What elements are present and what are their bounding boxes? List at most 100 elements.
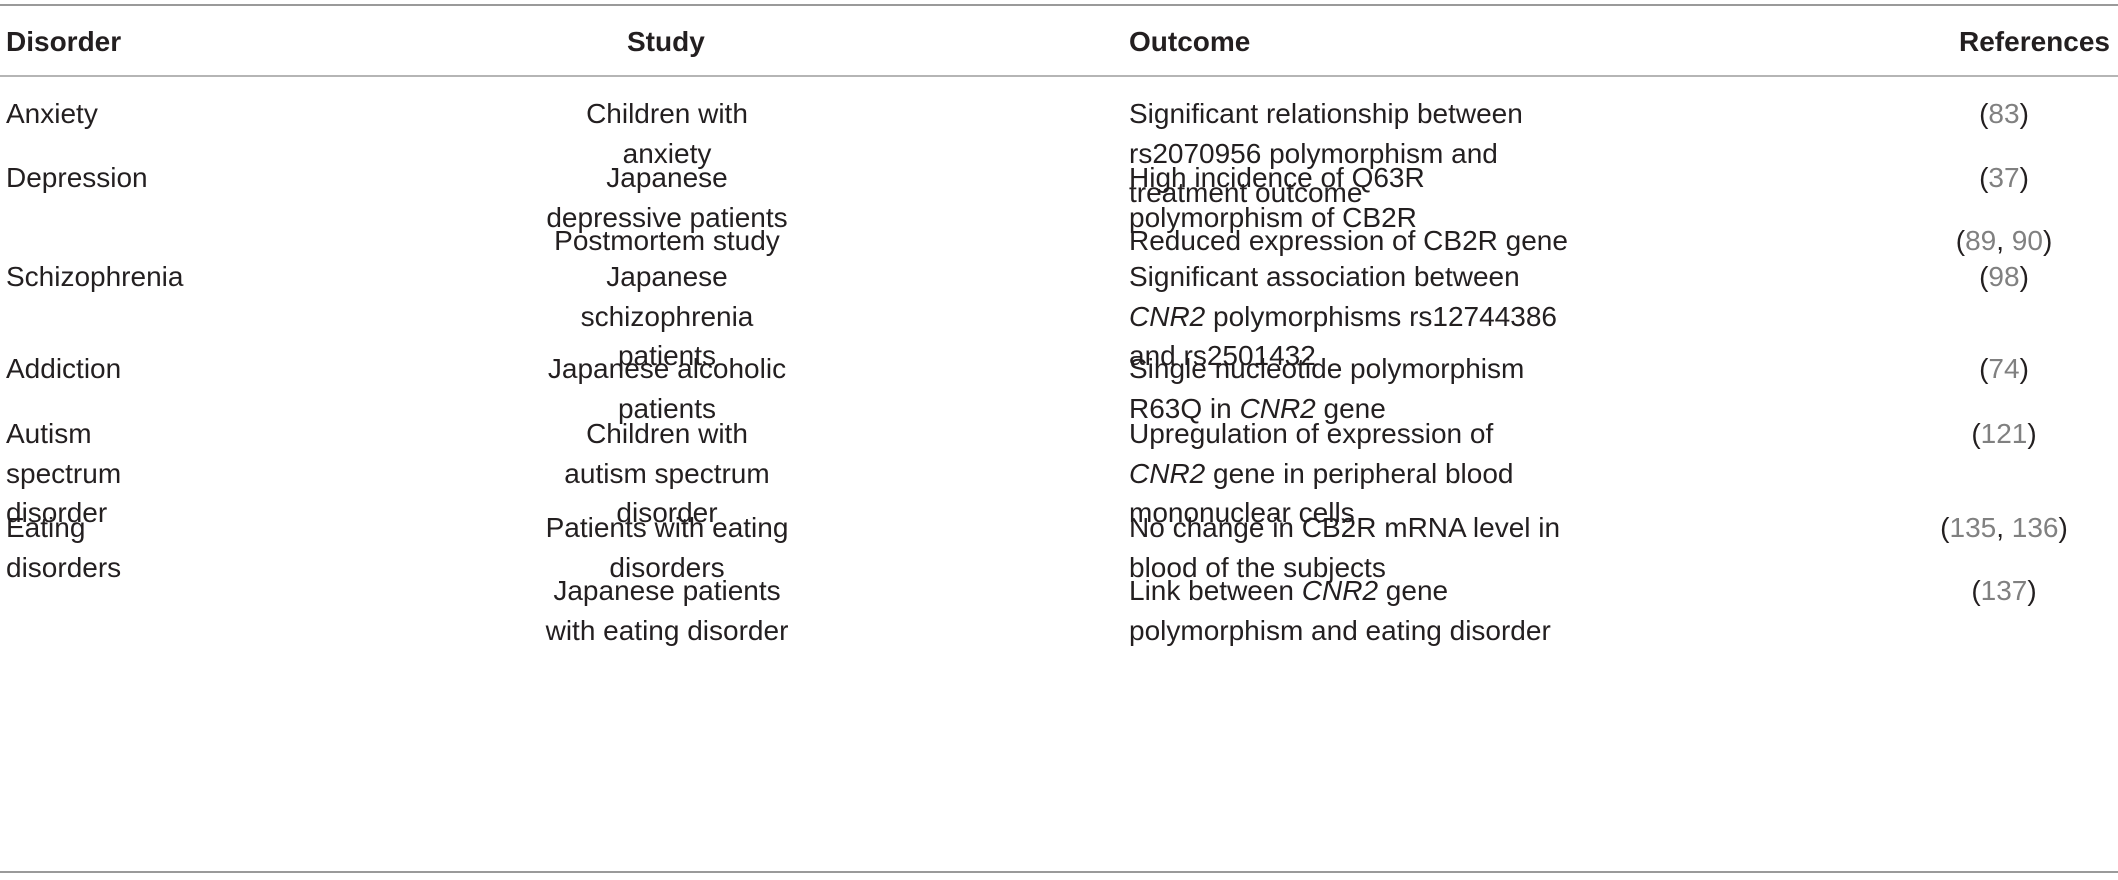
outcome-line: CNR2 polymorphisms rs12744386: [1129, 297, 1557, 337]
disorder-cell-line: Addiction: [6, 353, 122, 384]
outcome-text: rs2070956 polymorphism and: [1129, 137, 1498, 169]
disorder-cell-line: disorders: [6, 551, 122, 583]
study-cell-line: Postmortem study: [554, 225, 780, 256]
outcome-line: Reduced expression of CB2R gene: [1129, 221, 1568, 261]
study-cell-line: schizophrenia: [580, 300, 754, 332]
reference-link[interactable]: 136: [2011, 512, 2059, 543]
reference-link[interactable]: 137: [1980, 575, 2028, 606]
ref-separator: ,: [1996, 512, 2012, 543]
study-cell-line: with eating disorder: [545, 614, 789, 646]
study-cell-line: Japanese alcoholic: [547, 353, 787, 384]
reference-link[interactable]: 89: [1965, 225, 1997, 256]
outcome-text: blood of the subjects: [1129, 551, 1386, 583]
study-cell: Japanese alcoholic patients: [500, 349, 834, 428]
outcome-line: Single nucleotide polymorphism: [1129, 349, 1524, 389]
outcome-line: treatment outcome: [1129, 173, 1523, 213]
study-cell-line: Japanese patients: [553, 575, 781, 606]
paren-open: (: [1971, 575, 1981, 606]
gene-name: CNR2: [1301, 575, 1379, 606]
study-cell-line: Japanese: [606, 162, 728, 193]
outcome-line: Upregulation of expression of: [1129, 414, 1513, 454]
reference-link[interactable]: 98: [1988, 261, 2020, 292]
references-cell: (74): [1918, 349, 2090, 389]
outcome-text: High incidence of Q63R: [1129, 162, 1425, 193]
outcome-cell: Significant relationship between rs207095…: [1129, 94, 1523, 213]
paren-open: (: [1979, 98, 1989, 129]
study-cell: Postmortem study: [500, 221, 834, 261]
gene-name: CNR2: [1129, 457, 1206, 489]
outcome-line: and rs2501432: [1129, 336, 1557, 376]
study-cell-line: anxiety: [622, 137, 712, 169]
outcome-cell: High incidence of Q63R polymorphism of CB…: [1129, 158, 1425, 237]
ref-separator: ,: [1996, 225, 2012, 256]
outcome-line: polymorphism of CB2R: [1129, 198, 1425, 238]
paren-close: ): [2019, 98, 2029, 129]
study-cell-line: Japanese: [606, 261, 728, 292]
header-disorder: Disorder: [6, 26, 122, 57]
references-cell: (98): [1918, 257, 2090, 297]
study-cell-line: patients: [617, 392, 717, 424]
reference-link[interactable]: 90: [2011, 225, 2043, 256]
paren-close: ): [2058, 512, 2068, 543]
outcome-text: Significant relationship between: [1129, 98, 1523, 129]
reference-link[interactable]: 37: [1988, 162, 2020, 193]
outcome-text: polymorphism and eating disorder: [1129, 614, 1551, 646]
study-cell: Patients with eating disorders: [500, 508, 834, 587]
outcome-text: Single nucleotide polymorphism: [1129, 353, 1525, 384]
study-cell-line: autism spectrum: [564, 457, 770, 489]
reference-link[interactable]: 121: [1980, 418, 2028, 449]
outcome-cell: Upregulation of expression of CNR2 gene i…: [1129, 414, 1513, 533]
outcome-cell: Link between CNR2 gene polymorphism and e…: [1129, 571, 1551, 650]
references-cell: (135, 136): [1918, 508, 2090, 548]
paren-close: ): [2019, 261, 2029, 292]
header-study: Study: [627, 26, 705, 57]
study-cell: Japanese patients with eating disorder: [500, 571, 834, 650]
gene-name: CNR2: [1239, 392, 1316, 424]
outcome-line: R63Q in CNR2 gene: [1129, 389, 1524, 429]
header-outcome: Outcome: [1129, 26, 1251, 57]
reference-link[interactable]: 135: [1949, 512, 1997, 543]
outcome-text: gene: [1378, 575, 1449, 606]
table-top-rule: [0, 4, 2118, 6]
table-bottom-rule: [0, 871, 2118, 873]
outcome-text: Upregulation of expression of: [1129, 418, 1494, 449]
disorder-cell: Depression: [6, 158, 148, 198]
paren-open: (: [1940, 512, 1950, 543]
references-cell: (89, 90): [1918, 221, 2090, 261]
study-cell-line: Children with: [586, 98, 748, 129]
outcome-text: treatment outcome: [1129, 177, 1363, 208]
disorder-cell: Addiction: [6, 349, 121, 389]
outcome-line: polymorphism and eating disorder: [1129, 611, 1551, 651]
outcome-text: polymorphisms rs12744386: [1205, 300, 1557, 332]
outcome-text: mononuclear cells: [1129, 497, 1355, 528]
reference-link[interactable]: 74: [1988, 353, 2020, 384]
outcome-text: R63Q in: [1129, 392, 1240, 424]
disorder-cell-line: Schizophrenia: [6, 261, 184, 292]
disorder-cell: Anxiety: [6, 94, 98, 134]
disorder-cell-line: disorder: [6, 497, 108, 528]
outcome-line: No change in CB2R mRNA level in: [1129, 508, 1560, 548]
study-cell-line: disorder: [616, 497, 718, 528]
gene-name: CNR2: [1129, 300, 1206, 332]
paren-open: (: [1979, 162, 1989, 193]
references-cell: (83): [1918, 94, 2090, 134]
disorder-cell-line: Anxiety: [6, 98, 98, 129]
outcome-line: CNR2 gene in peripheral blood: [1129, 454, 1513, 494]
outcome-text: polymorphism of CB2R: [1129, 201, 1417, 233]
disorder-cell: Schizophrenia: [6, 257, 183, 297]
study-cell-line: Children with: [586, 418, 748, 449]
outcome-text: gene: [1315, 392, 1386, 424]
paren-open: (: [1979, 353, 1989, 384]
paren-close: ): [2019, 353, 2029, 384]
disorder-cell-line: spectrum: [6, 457, 122, 489]
disorder-cell: Autism spectrum disorder: [6, 414, 121, 533]
study-cell: Children with autism spectrum disorder: [500, 414, 834, 533]
study-cell: Japanese schizophrenia patients: [500, 257, 834, 376]
study-cell-line: disorders: [609, 551, 725, 583]
reference-link[interactable]: 83: [1988, 98, 2020, 129]
header-references: References: [1959, 26, 2110, 57]
disorder-cell-line: Autism: [6, 418, 92, 449]
disorder-cell-line: Depression: [6, 162, 148, 193]
outcome-text: and rs2501432: [1129, 340, 1316, 371]
